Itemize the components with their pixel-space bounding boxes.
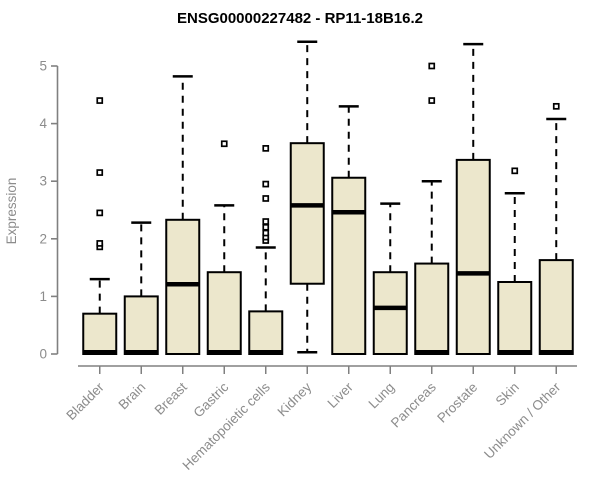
outlier-point (511, 167, 519, 175)
boxplot-breast (165, 75, 201, 355)
x-category-label-bladder: Bladder (63, 379, 107, 423)
boxplot-liver (331, 105, 367, 355)
outlier-point (262, 145, 270, 152)
boxplot-pancreas (414, 62, 450, 355)
iqr-box (414, 262, 450, 355)
outlier-point (220, 140, 228, 148)
boxplot-hematopoietic-cells (248, 145, 284, 356)
iqr-box (165, 218, 201, 355)
y-tick-label: 0 (39, 347, 47, 362)
boxplot-lung (372, 202, 408, 356)
boxplot-gastric (206, 140, 242, 356)
outlier-point (262, 180, 270, 188)
iqr-box (82, 312, 118, 355)
iqr-box (538, 259, 574, 355)
outlier-point (262, 195, 270, 202)
outlier-point (262, 218, 270, 225)
y-tick-label: 4 (39, 116, 47, 131)
boxplot-kidney (289, 40, 325, 354)
iqr-box (497, 281, 533, 355)
x-category-label-pancreas: Pancreas (388, 379, 439, 430)
x-category-label-lung: Lung (366, 380, 398, 412)
y-tick-label: 2 (39, 231, 47, 246)
iqr-box (123, 295, 159, 355)
iqr-box (206, 271, 242, 356)
outlier-point (96, 209, 104, 217)
outlier-point (96, 97, 104, 104)
iqr-box (248, 310, 284, 356)
y-tick-label: 3 (39, 174, 47, 189)
x-category-label-unknown-other: Unknown / Other (481, 379, 564, 462)
boxplot-skin (497, 167, 533, 355)
x-category-label-kidney: Kidney (275, 379, 315, 419)
outlier-point (552, 102, 560, 110)
outlier-point (96, 240, 104, 247)
x-category-label-prostate: Prostate (434, 380, 480, 426)
outlier-point (96, 169, 104, 176)
iqr-box (331, 176, 367, 355)
y-axis-title: Expression (4, 178, 19, 245)
x-category-label-gastric: Gastric (191, 379, 232, 420)
x-category-label-skin: Skin (493, 380, 522, 409)
outlier-point (262, 229, 270, 237)
boxplot-prostate (455, 42, 491, 355)
y-tick-label: 1 (39, 289, 47, 304)
iqr-box (455, 158, 491, 355)
y-tick-label: 5 (39, 59, 47, 74)
x-category-label-breast: Breast (152, 379, 190, 417)
outlier-point (428, 97, 436, 104)
boxplot-brain (123, 221, 159, 355)
chart-title: ENSG00000227482 - RP11-18B16.2 (177, 10, 423, 27)
x-category-label-liver: Liver (325, 379, 357, 411)
outlier-point (428, 62, 436, 70)
x-category-label-brain: Brain (115, 380, 148, 413)
iqr-box (289, 142, 325, 285)
boxplot-unknown-other (538, 102, 574, 355)
boxplot-bladder (82, 97, 118, 355)
iqr-box (372, 271, 408, 356)
outlier-point (262, 223, 270, 231)
